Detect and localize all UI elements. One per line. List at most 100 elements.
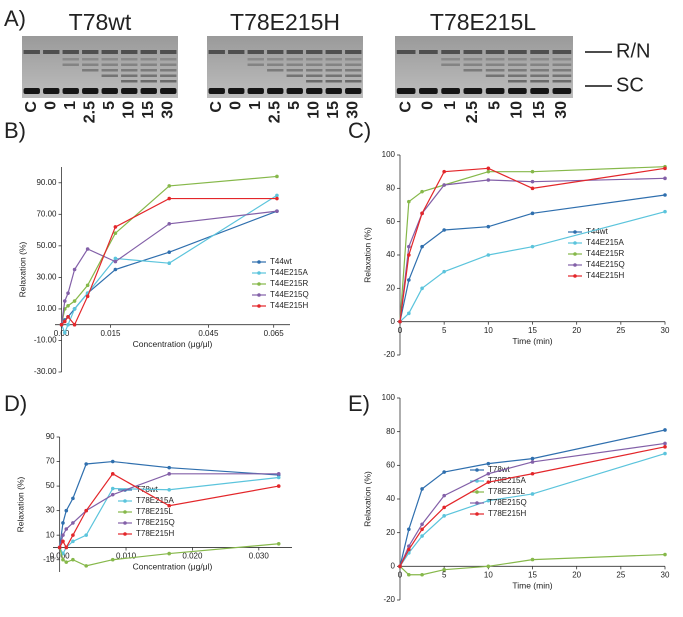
legend-marker: [123, 532, 127, 536]
gel-band: [508, 69, 527, 72]
lane-label: 30: [344, 101, 361, 119]
gel-band: [485, 74, 505, 77]
gel-band: [530, 80, 549, 83]
legend-marker: [475, 490, 479, 494]
data-point: [276, 472, 281, 476]
gel-band: [441, 50, 460, 54]
gel-band: [508, 80, 527, 83]
gel-band: [62, 63, 79, 66]
x-tick-label: 0.015: [100, 329, 121, 338]
data-point: [530, 211, 535, 216]
legend-label: T44wt: [270, 257, 293, 266]
y-tick-label: 30: [46, 506, 55, 515]
gel-band: [101, 50, 118, 54]
legend-label: T44E215H: [586, 271, 624, 280]
y-tick-label: 70: [46, 457, 55, 466]
gel-band: [508, 88, 527, 94]
x-tick-label: 30: [661, 570, 670, 579]
gel-band: [306, 58, 323, 61]
data-point: [167, 196, 172, 201]
x-axis-title: Concentration (μg/μl): [133, 339, 213, 349]
data-point: [72, 299, 77, 303]
data-point: [407, 527, 411, 532]
data-point: [84, 533, 88, 537]
gel-band: [441, 58, 460, 61]
gel-band: [325, 50, 342, 54]
legend-label: T44E215R: [270, 279, 308, 288]
gel-band: [43, 88, 60, 94]
data-point: [59, 322, 64, 327]
legend-marker: [123, 521, 127, 525]
x-tick-label: 10: [484, 570, 493, 579]
series-line: [60, 210, 278, 325]
gel-band: [286, 88, 303, 94]
data-point: [486, 178, 491, 182]
lane-label: C: [208, 101, 225, 113]
gel-band: [552, 58, 572, 61]
data-point: [486, 564, 491, 569]
legend-label: T44E215Q: [586, 260, 625, 269]
gel-band: [325, 63, 342, 66]
gel-band: [463, 50, 483, 54]
legend-marker: [257, 282, 261, 286]
data-point: [72, 267, 77, 272]
panel-label: C): [348, 118, 371, 143]
gel-band: [247, 58, 264, 61]
lane-label: 0: [227, 101, 244, 110]
series-line: [59, 460, 279, 548]
y-tick-label: -30.00: [34, 367, 57, 376]
legend-label: T78wt: [488, 465, 511, 474]
y-tick-label: 80: [386, 183, 395, 192]
y-tick-label: 50.00: [36, 241, 57, 250]
legend-marker: [257, 260, 261, 264]
series-line: [399, 429, 666, 567]
y-tick-label: -10: [43, 555, 55, 564]
gel-band: [530, 69, 549, 72]
data-point: [442, 567, 446, 572]
data-point: [66, 322, 70, 327]
data-point: [64, 508, 69, 513]
data-point: [113, 231, 118, 236]
data-point: [407, 572, 411, 577]
data-point: [167, 250, 172, 254]
data-point: [113, 259, 118, 264]
lane-label: 1: [247, 101, 264, 110]
data-point: [62, 319, 67, 324]
gel-band: [62, 58, 79, 61]
data-point: [275, 174, 279, 179]
gel-band: [101, 63, 118, 66]
gel-band: [267, 69, 284, 72]
gel-band: [101, 88, 118, 94]
x-tick-label: 0: [398, 570, 403, 579]
legend-marker: [257, 293, 261, 297]
data-point: [110, 557, 115, 562]
data-point: [407, 547, 411, 552]
data-point: [64, 560, 69, 564]
gel-band: [552, 74, 572, 77]
legend-label: T78E215H: [136, 529, 174, 538]
x-tick-label: 30: [661, 326, 670, 335]
y-tick-label: 30.00: [36, 272, 57, 281]
lane-label: 15: [140, 101, 157, 119]
gel-band: [485, 88, 505, 94]
legend-label: T44wt: [586, 227, 609, 236]
gel-image: [207, 36, 363, 98]
series-line: [399, 446, 666, 567]
data-point: [167, 551, 171, 556]
data-point: [276, 541, 281, 546]
x-tick-label: 15: [528, 326, 537, 335]
lane-label: 10: [120, 101, 137, 119]
data-point: [420, 534, 424, 538]
gel-band: [552, 69, 572, 72]
data-point: [167, 221, 172, 226]
data-point: [486, 253, 491, 257]
y-axis-title: Relaxation (%): [15, 476, 25, 532]
data-point: [64, 527, 69, 531]
data-point: [442, 505, 446, 510]
gel-band: [306, 80, 323, 83]
gel-band: [267, 50, 284, 54]
data-point: [61, 533, 65, 537]
y-tick-label: 80: [386, 427, 395, 436]
gel-band: [23, 88, 40, 94]
data-point: [57, 545, 62, 550]
